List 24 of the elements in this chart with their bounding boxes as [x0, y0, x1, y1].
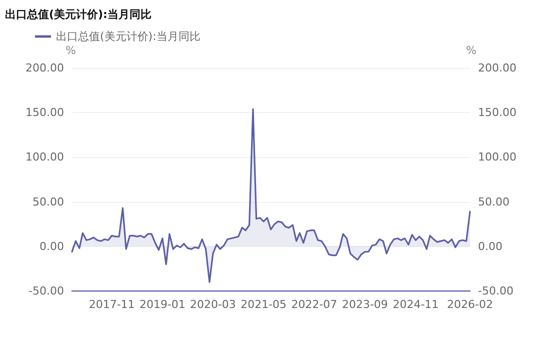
x-tick-label: 2024-11: [392, 298, 439, 311]
x-tick-label: 2022-07: [291, 298, 338, 311]
x-tick-label: 2026-02: [447, 298, 493, 311]
x-tick-label: 2017-11: [88, 298, 135, 311]
y-axis-title: %: [66, 44, 76, 57]
x-tick-label: 2020-03: [190, 298, 236, 311]
y2-tick-label: 150.00: [478, 106, 516, 120]
y2-tick-label: -50.00: [478, 284, 514, 298]
y-tick-label: 200.00: [26, 62, 64, 74]
y-tick-label: 0.00: [40, 240, 64, 253]
x-tick-label: 2023-09: [342, 298, 388, 311]
x-tick-label: 2019-01: [139, 298, 186, 311]
y2-tick-label: 100.00: [478, 150, 516, 164]
x-tick-label: 2021-05: [240, 298, 287, 311]
legend-label: 出口总值(美元计价):当月同比: [56, 30, 200, 43]
chart-title: 出口总值(美元计价):当月同比: [5, 8, 152, 21]
y2-tick-label: 50.00: [478, 195, 510, 208]
y2-tick-label: 200.00: [478, 62, 516, 74]
y-tick-label: 150.00: [26, 106, 64, 120]
y-tick-label: 100.00: [26, 150, 64, 164]
y-tick-label: -50.00: [28, 284, 64, 298]
y2-axis-title: %: [466, 44, 476, 57]
y2-tick-label: 0.00: [478, 240, 502, 253]
y-tick-label: 50.00: [32, 195, 64, 208]
